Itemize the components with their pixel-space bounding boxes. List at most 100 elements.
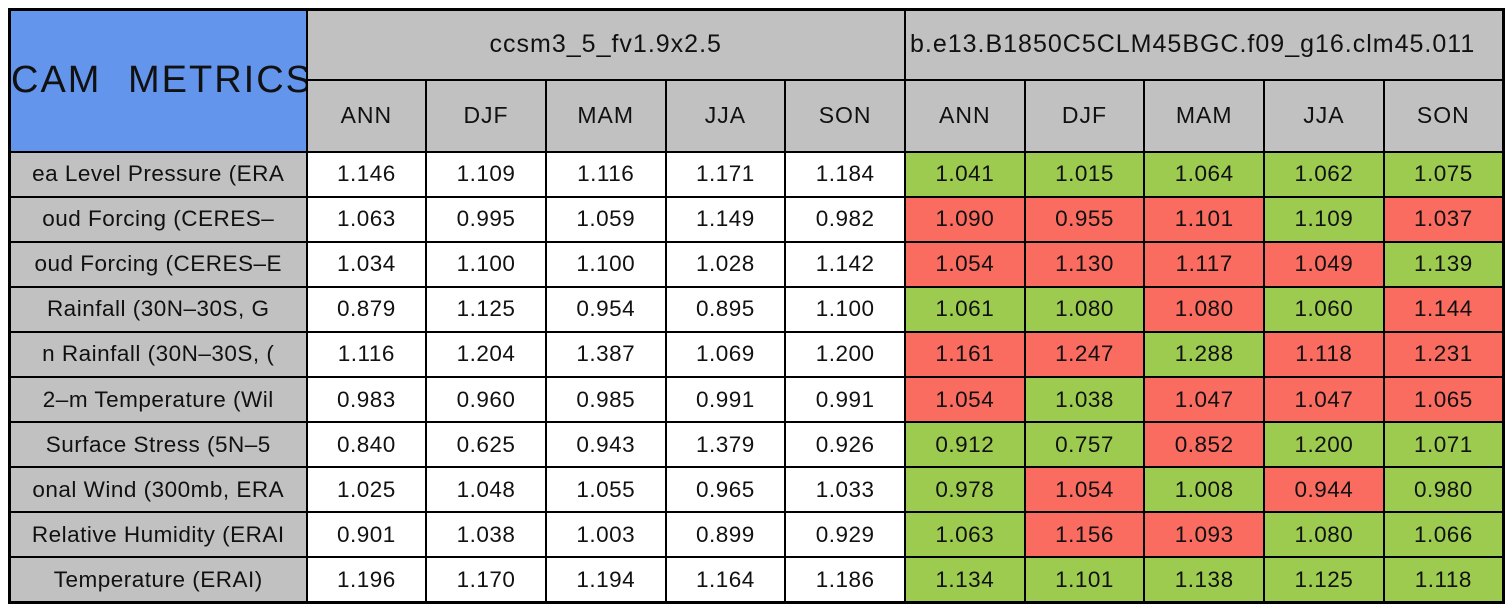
- metric-value-cell: 1.054: [903, 240, 1026, 288]
- group-header-row: CAM METRICS ccsm3_5_fv1.9x2.5 b.e13.B185…: [8, 8, 1505, 153]
- metric-value-cell: 0.983: [305, 375, 428, 424]
- metric-value-cell: 1.054: [1023, 466, 1146, 514]
- metric-value-cell: 1.194: [544, 556, 667, 604]
- metric-value-cell: 1.200: [1263, 421, 1385, 469]
- metric-value-cell: 1.116: [544, 150, 667, 198]
- metric-value-cell: 1.171: [664, 150, 787, 198]
- metric-value-cell: 1.075: [1382, 150, 1505, 198]
- metric-value-cell: 0.926: [784, 421, 906, 469]
- metric-value-cell: 1.038: [1023, 375, 1146, 424]
- metric-value-cell: 1.063: [903, 511, 1026, 559]
- metric-value-cell: 1.100: [425, 240, 547, 288]
- metric-value-cell: 1.125: [425, 285, 547, 333]
- metric-value-cell: 1.062: [1263, 150, 1385, 198]
- metric-value-cell: 1.065: [1382, 375, 1505, 424]
- row-label-cell: onal Wind (300mb, ERA: [8, 466, 308, 514]
- table-row: Relative Humidity (ERAI 0.901 1.038 1.003 0.…: [8, 511, 1505, 559]
- row-label-cell: Relative Humidity (ERAI: [8, 511, 308, 559]
- season-header-g1-djf: DJF: [425, 78, 547, 153]
- metric-value-cell: 1.041: [903, 150, 1026, 198]
- metric-value-cell: 0.943: [544, 421, 667, 469]
- metric-value-cell: 1.090: [903, 195, 1026, 243]
- metric-value-cell: 1.003: [544, 511, 667, 559]
- metric-value-cell: 1.025: [305, 466, 428, 514]
- metric-value-cell: 0.985: [544, 375, 667, 424]
- model-header-2: b.e13.B1850C5CLM45BGC.f09_g16.clm45.011: [903, 8, 1505, 81]
- metric-value-cell: 0.954: [544, 285, 667, 333]
- metric-value-cell: 1.028: [664, 240, 787, 288]
- metric-value-cell: 1.125: [1263, 556, 1385, 604]
- metric-value-cell: 0.901: [305, 511, 428, 559]
- metric-value-cell: 0.995: [425, 195, 547, 243]
- metric-value-cell: 1.142: [784, 240, 906, 288]
- metric-value-cell: 1.387: [544, 330, 667, 378]
- metric-value-cell: 1.055: [544, 466, 667, 514]
- metric-value-cell: 1.033: [784, 466, 906, 514]
- table-title: CAM METRICS: [8, 8, 308, 153]
- model-header-1: ccsm3_5_fv1.9x2.5: [305, 8, 906, 81]
- metric-value-cell: 0.895: [664, 285, 787, 333]
- row-label-cell: oud Forcing (CERES–E: [8, 240, 308, 288]
- metric-value-cell: 1.247: [1023, 330, 1146, 378]
- metric-value-cell: 1.093: [1143, 511, 1266, 559]
- season-header-g1-jja: JJA: [664, 78, 787, 153]
- metric-value-cell: 0.955: [1023, 195, 1146, 243]
- row-label-cell: n Rainfall (30N–30S, (: [8, 330, 308, 378]
- metric-value-cell: 1.170: [425, 556, 547, 604]
- metric-value-cell: 1.054: [903, 375, 1026, 424]
- metric-value-cell: 1.069: [664, 330, 787, 378]
- metric-value-cell: 1.101: [1143, 195, 1266, 243]
- table-row: oud Forcing (CERES–E 1.034 1.100 1.100 1.028…: [8, 240, 1505, 288]
- metric-value-cell: 1.186: [784, 556, 906, 604]
- metric-value-cell: 0.625: [425, 421, 547, 469]
- metric-value-cell: 0.965: [664, 466, 787, 514]
- metric-value-cell: 0.980: [1382, 466, 1505, 514]
- season-header-g2-jja: JJA: [1263, 78, 1385, 153]
- season-header-g1-ann: ANN: [305, 78, 428, 153]
- metric-value-cell: 1.080: [1263, 511, 1385, 559]
- metric-value-cell: 1.080: [1143, 285, 1266, 333]
- metric-value-cell: 1.066: [1382, 511, 1505, 559]
- season-header-row: ANN DJF MAM JJA SON ANN DJF MAM JJA SON: [10, 78, 1505, 153]
- metric-value-cell: 1.008: [1143, 466, 1266, 514]
- metric-value-cell: 1.034: [305, 240, 428, 288]
- table-row: 2–m Temperature (Wil 0.983 0.960 0.985 0.991…: [8, 375, 1505, 424]
- metric-value-cell: 1.064: [1143, 150, 1266, 198]
- cam-metrics-table: CAM METRICS ccsm3_5_fv1.9x2.5 b.e13.B185…: [8, 8, 1505, 604]
- metric-value-cell: 0.982: [784, 195, 906, 243]
- metric-value-cell: 1.146: [305, 150, 428, 198]
- metric-value-cell: 1.037: [1382, 195, 1505, 243]
- metric-value-cell: 1.048: [425, 466, 547, 514]
- table-row: onal Wind (300mb, ERA 1.025 1.048 1.055 0.96…: [8, 466, 1505, 514]
- metric-value-cell: 1.109: [425, 150, 547, 198]
- metric-value-cell: 1.109: [1263, 195, 1385, 243]
- metric-value-cell: 0.840: [305, 421, 428, 469]
- metric-value-cell: 1.059: [544, 195, 667, 243]
- metric-value-cell: 0.991: [784, 375, 906, 424]
- metric-value-cell: 0.879: [305, 285, 428, 333]
- metric-value-cell: 1.231: [1382, 330, 1505, 378]
- metric-value-cell: 1.204: [425, 330, 547, 378]
- metric-value-cell: 0.944: [1263, 466, 1385, 514]
- row-label-cell: ea Level Pressure (ERA: [8, 150, 308, 198]
- metric-value-cell: 1.164: [664, 556, 787, 604]
- metric-value-cell: 1.080: [1023, 285, 1146, 333]
- metric-value-cell: 1.149: [664, 195, 787, 243]
- metric-value-cell: 1.038: [425, 511, 547, 559]
- metric-value-cell: 1.196: [305, 556, 428, 604]
- metric-value-cell: 1.379: [664, 421, 787, 469]
- metric-value-cell: 1.100: [784, 285, 906, 333]
- season-header-g2-djf: DJF: [1023, 78, 1146, 153]
- metric-value-cell: 1.060: [1263, 285, 1385, 333]
- table-row: n Rainfall (30N–30S, (1.116 1.204 1.387 1.0…: [8, 330, 1505, 378]
- row-label-cell: oud Forcing (CERES–: [8, 195, 308, 243]
- table-row: ea Level Pressure (ERA 1.146 1.109 1.116 1.1…: [8, 150, 1505, 198]
- metric-value-cell: 1.139: [1382, 240, 1505, 288]
- metric-value-cell: 1.134: [903, 556, 1026, 604]
- row-label-cell: Surface Stress (5N–5: [8, 421, 308, 469]
- metric-value-cell: 1.116: [305, 330, 428, 378]
- metric-value-cell: 0.960: [425, 375, 547, 424]
- metric-value-cell: 1.117: [1143, 240, 1266, 288]
- metric-value-cell: 0.991: [664, 375, 787, 424]
- row-label-cell: Rainfall (30N–30S, G: [8, 285, 308, 333]
